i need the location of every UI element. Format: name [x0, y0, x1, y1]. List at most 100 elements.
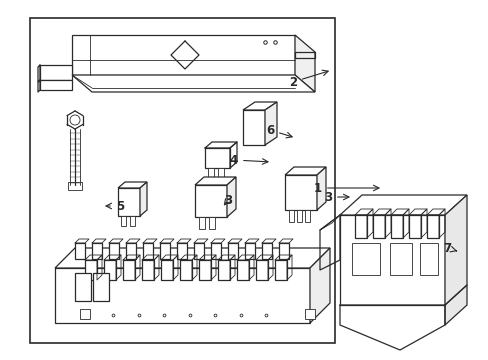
Polygon shape [339, 305, 444, 350]
Polygon shape [237, 255, 253, 260]
Polygon shape [142, 255, 159, 260]
Polygon shape [38, 65, 40, 82]
Polygon shape [171, 41, 199, 69]
Bar [199, 217, 204, 229]
Polygon shape [161, 255, 178, 260]
Polygon shape [309, 248, 329, 323]
Bar [93, 273, 109, 301]
Polygon shape [244, 239, 259, 243]
Polygon shape [444, 195, 466, 305]
Polygon shape [173, 255, 178, 280]
Polygon shape [218, 260, 229, 280]
Polygon shape [40, 65, 72, 80]
Text: 5: 5 [106, 199, 124, 212]
Polygon shape [116, 255, 121, 280]
Polygon shape [285, 175, 316, 210]
Bar [419, 243, 437, 275]
Bar [80, 309, 90, 319]
Bar [68, 182, 82, 190]
Polygon shape [294, 35, 314, 92]
Polygon shape [319, 215, 339, 230]
Bar [389, 243, 411, 275]
Polygon shape [286, 255, 291, 280]
Polygon shape [204, 142, 237, 148]
Polygon shape [237, 260, 248, 280]
Polygon shape [426, 215, 438, 238]
Polygon shape [194, 243, 203, 259]
Polygon shape [75, 239, 89, 243]
Polygon shape [294, 52, 314, 58]
Polygon shape [126, 243, 136, 259]
Bar [351, 243, 379, 275]
Polygon shape [339, 195, 466, 215]
Polygon shape [75, 243, 85, 259]
Text: 1: 1 [313, 181, 378, 194]
Polygon shape [444, 285, 466, 325]
Polygon shape [72, 35, 294, 75]
Polygon shape [372, 215, 384, 238]
Polygon shape [97, 255, 102, 280]
Polygon shape [384, 209, 390, 238]
Polygon shape [118, 182, 147, 188]
Polygon shape [177, 239, 191, 243]
Polygon shape [262, 239, 275, 243]
Polygon shape [210, 243, 221, 259]
Bar [296, 210, 302, 222]
Text: 6: 6 [265, 123, 291, 138]
Polygon shape [154, 255, 159, 280]
Polygon shape [85, 255, 102, 260]
Polygon shape [104, 255, 121, 260]
Text: 3: 3 [323, 190, 348, 203]
Polygon shape [195, 185, 226, 217]
Polygon shape [390, 209, 408, 215]
Polygon shape [248, 255, 253, 280]
Polygon shape [55, 268, 309, 323]
Polygon shape [226, 177, 236, 217]
Polygon shape [319, 215, 339, 270]
Text: 3: 3 [224, 194, 232, 207]
Bar [305, 309, 314, 319]
Polygon shape [390, 215, 402, 238]
Polygon shape [339, 215, 444, 305]
Polygon shape [210, 255, 216, 280]
Polygon shape [104, 260, 116, 280]
Polygon shape [195, 177, 236, 185]
Polygon shape [267, 255, 272, 280]
Polygon shape [227, 243, 238, 259]
Polygon shape [218, 255, 235, 260]
Polygon shape [109, 239, 123, 243]
Polygon shape [118, 188, 140, 216]
Polygon shape [402, 209, 408, 238]
Polygon shape [210, 239, 224, 243]
Bar [305, 210, 309, 222]
Bar [288, 210, 293, 222]
Polygon shape [92, 243, 102, 259]
Polygon shape [264, 102, 276, 145]
Polygon shape [142, 239, 157, 243]
Text: 7: 7 [442, 242, 456, 255]
Bar [218, 168, 224, 178]
Polygon shape [229, 142, 237, 168]
Polygon shape [243, 102, 276, 110]
Bar [75, 273, 91, 301]
Polygon shape [85, 260, 97, 280]
Polygon shape [279, 239, 292, 243]
Polygon shape [316, 167, 325, 210]
Text: 4: 4 [229, 153, 267, 166]
Polygon shape [160, 243, 170, 259]
Polygon shape [140, 182, 147, 216]
Bar [121, 216, 126, 226]
Polygon shape [354, 215, 366, 238]
Bar [130, 216, 135, 226]
Polygon shape [161, 260, 173, 280]
Polygon shape [199, 255, 216, 260]
Polygon shape [244, 243, 254, 259]
Polygon shape [408, 215, 420, 238]
Polygon shape [135, 255, 140, 280]
Polygon shape [366, 209, 372, 238]
Polygon shape [274, 255, 291, 260]
Polygon shape [229, 255, 235, 280]
Bar [204, 148, 229, 168]
Bar [207, 168, 214, 178]
Polygon shape [227, 239, 242, 243]
